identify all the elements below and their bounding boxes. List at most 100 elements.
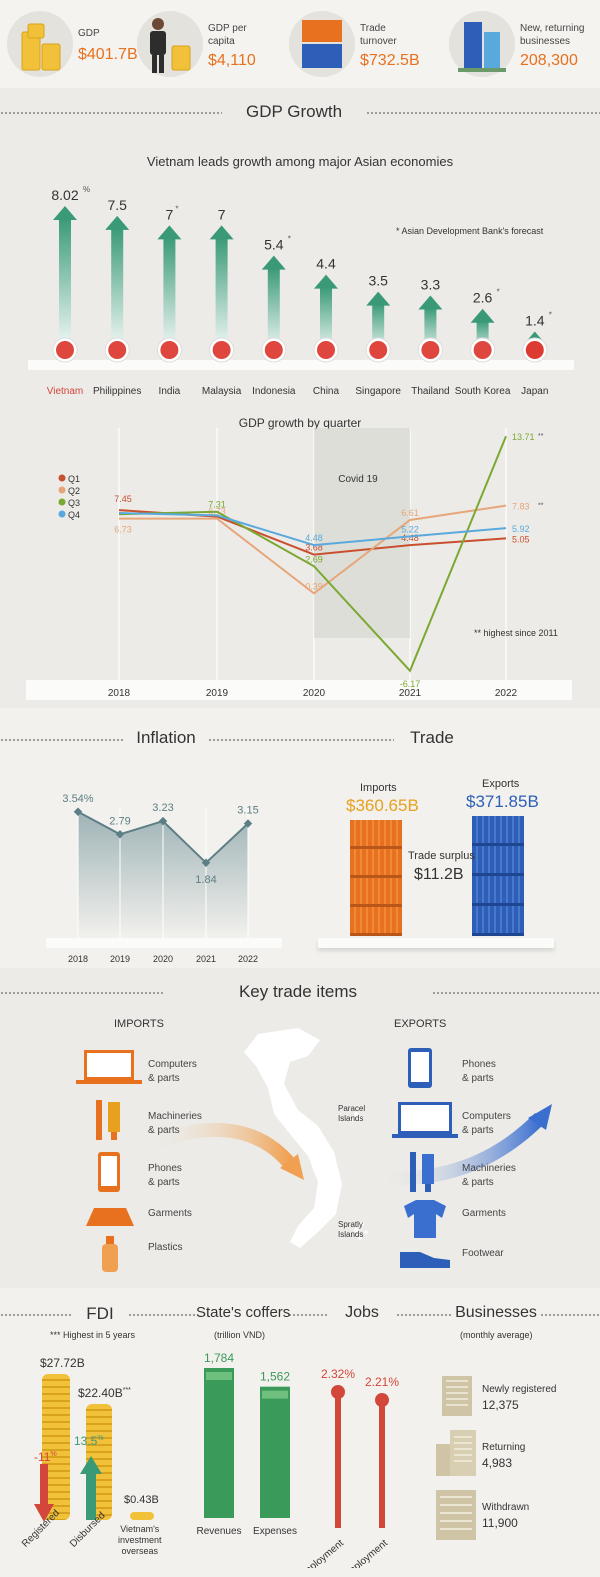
business-value: 12,375 bbox=[482, 1398, 519, 1412]
growth-bar bbox=[59, 218, 71, 358]
businesses-list: Newly registered 12,375 Returning 4,983 … bbox=[432, 1368, 600, 1568]
growth-bar-arrowhead bbox=[314, 274, 338, 289]
stat-label: GDP bbox=[78, 28, 100, 39]
inflation-value-label: 3.54% bbox=[62, 793, 93, 805]
stat-label: Trade turnover bbox=[360, 23, 397, 47]
flag-color bbox=[56, 341, 74, 359]
coffers-sub: (trillion VND) bbox=[214, 1330, 266, 1340]
building-icon bbox=[436, 1430, 476, 1476]
year-tick-label: 2020 bbox=[153, 954, 173, 964]
data-label: 6.73 bbox=[114, 525, 132, 535]
data-label-mark: ** bbox=[538, 433, 544, 440]
coffers-value-label: 1,562 bbox=[260, 1370, 290, 1384]
line-chart-base bbox=[26, 680, 572, 700]
country-label: Japan bbox=[521, 386, 548, 397]
imports-value: $360.65B bbox=[346, 796, 419, 815]
legend-label: Q2 bbox=[68, 486, 80, 496]
business-label: Newly registered bbox=[482, 1384, 557, 1395]
data-label: 6.61 bbox=[401, 508, 419, 518]
building-icon bbox=[442, 1376, 472, 1416]
jobs-thermometer-bar bbox=[335, 1392, 341, 1528]
growth-value-label: 4.4 bbox=[316, 256, 336, 272]
exports-list: Phones & parts Computers & parts Machine… bbox=[390, 1046, 550, 1276]
business-value: 4,983 bbox=[482, 1456, 513, 1470]
data-label: 3.68 bbox=[305, 543, 323, 553]
machinery-icon bbox=[96, 1100, 120, 1140]
growth-value-mark: * bbox=[175, 204, 178, 213]
growth-value-label: 7 bbox=[218, 206, 226, 222]
jobs-value-label: 2.32% bbox=[321, 1367, 355, 1381]
export-item-label: Phones & parts bbox=[462, 1059, 496, 1084]
legend-label: Q3 bbox=[68, 498, 80, 508]
growth-value-label: 7.5 bbox=[107, 197, 127, 213]
growth-bar-arrowhead bbox=[209, 225, 234, 240]
legend-marker bbox=[58, 498, 66, 506]
inflation-point bbox=[201, 858, 211, 868]
data-label: 0.39 bbox=[305, 581, 323, 591]
year-tick-label: 2022 bbox=[238, 954, 258, 964]
building-icon bbox=[436, 1490, 476, 1540]
growth-value-label: 3.3 bbox=[421, 276, 441, 292]
stat-label: New, returning businesses bbox=[520, 23, 585, 47]
growth-bar bbox=[111, 227, 124, 358]
exports-value: $371.85B bbox=[466, 792, 539, 811]
stat-value: $4,110 bbox=[208, 52, 256, 69]
stat-gdp-per-capita: GDP per capita $4,110 bbox=[136, 10, 276, 82]
import-item-label: Computers & parts bbox=[148, 1059, 197, 1084]
flag-color bbox=[264, 341, 283, 359]
fdi-up-arrow bbox=[80, 1456, 102, 1520]
export-container-dividers bbox=[472, 816, 524, 936]
fdi-overseas-value: $0.43B bbox=[124, 1494, 159, 1506]
year-tick-label: 2021 bbox=[399, 688, 422, 699]
coffers-category-label: Revenues bbox=[196, 1526, 241, 1537]
data-label: -6.17 bbox=[400, 679, 421, 689]
gdp-growth-section: GDP Growth Vietnam leads growth among ma… bbox=[0, 88, 600, 708]
section-heading-key-trade-items: Key trade items bbox=[238, 982, 358, 1001]
legend-marker bbox=[58, 510, 66, 518]
exports-title: EXPORTS bbox=[394, 1018, 447, 1030]
fdi-disbursed-value: $22.40B*** bbox=[78, 1386, 131, 1400]
section-heading-businesses: Businesses bbox=[455, 1304, 537, 1321]
year-tick-label: 2022 bbox=[495, 688, 518, 699]
flag-color bbox=[369, 341, 388, 359]
growth-bar bbox=[215, 237, 228, 358]
laptop-icon bbox=[76, 1050, 142, 1084]
trade-base bbox=[318, 938, 554, 948]
stat-trade-turnover: Trade turnover $732.5B bbox=[288, 10, 438, 82]
series-line-q2 bbox=[119, 504, 507, 595]
fdi-overseas-coins bbox=[130, 1512, 154, 1520]
country-label: South Korea bbox=[455, 386, 511, 397]
stat-gdp: GDP $401.7B bbox=[6, 10, 146, 82]
jobs-category-label: Unemployment bbox=[306, 1538, 346, 1568]
country-label: Malaysia bbox=[202, 386, 242, 397]
data-label: 7.31 bbox=[208, 500, 226, 510]
data-label: 4.48 bbox=[305, 533, 323, 543]
stat-value: $401.7B bbox=[78, 46, 138, 63]
business-label: Withdrawn bbox=[482, 1502, 530, 1513]
year-tick-label: 2020 bbox=[303, 688, 326, 699]
growth-bar bbox=[163, 237, 176, 358]
jobs-thermometer-bulb bbox=[375, 1393, 389, 1407]
inflation-value-label: 3.23 bbox=[152, 802, 173, 814]
growth-bar-arrowhead bbox=[470, 308, 495, 323]
import-item-label: Plastics bbox=[148, 1242, 183, 1253]
data-label: 5.92 bbox=[512, 524, 530, 534]
phone-icon bbox=[408, 1048, 432, 1088]
vietnam-map bbox=[244, 1028, 368, 1248]
laptop-icon bbox=[392, 1102, 458, 1138]
inflation-value-label: 1.84 bbox=[195, 874, 216, 886]
inflation-area-chart: 3.54% 2018 2.79 2019 3.23 2020 1.84 2021 3.15 202… bbox=[46, 793, 282, 964]
shoe-icon bbox=[400, 1252, 450, 1268]
surplus-value: $11.2B bbox=[414, 866, 464, 883]
data-label: 13.71 bbox=[512, 432, 535, 442]
inflation-base bbox=[46, 938, 282, 948]
export-item-label: Computers & parts bbox=[462, 1111, 511, 1136]
fdi-registered-change: -11% bbox=[34, 1450, 57, 1464]
bar-chart-base bbox=[28, 360, 574, 370]
growth-bar-arrowhead bbox=[105, 215, 130, 230]
year-tick-label: 2018 bbox=[108, 688, 131, 699]
trade-panel: Imports $360.65B Exports $371.85B Trade … bbox=[318, 768, 558, 958]
country-label: Thailand bbox=[411, 386, 449, 397]
